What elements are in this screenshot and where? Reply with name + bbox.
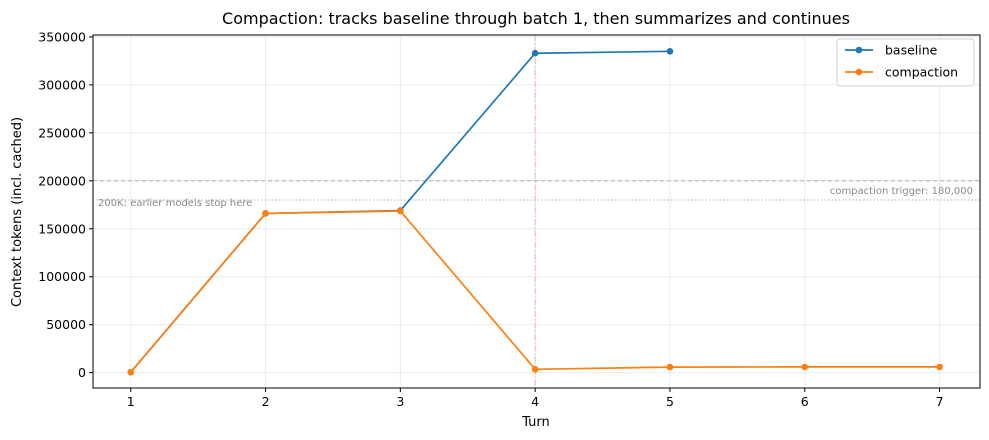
data-point <box>531 365 539 373</box>
legend: baseline compaction <box>836 38 975 87</box>
x-axis-ticks: 1 2 3 4 5 6 7 <box>127 388 944 409</box>
y-tick-label: 100000 <box>38 269 86 284</box>
data-point <box>666 363 674 371</box>
x-tick-label: 2 <box>262 394 270 409</box>
series-layer <box>127 48 943 376</box>
y-tick-label: 150000 <box>38 221 86 236</box>
data-point <box>127 368 135 376</box>
legend-label: compaction <box>885 65 958 80</box>
y-tick-label: 200000 <box>38 173 86 188</box>
y-tick-label: 250000 <box>38 125 86 140</box>
y-tick-label: 50000 <box>46 317 86 332</box>
legend-swatch-marker <box>855 46 863 54</box>
x-tick-label: 6 <box>801 394 809 409</box>
reference-line-label: 200K: earlier models stop here <box>98 198 252 209</box>
y-axis-label: Context tokens (incl. cached) <box>10 117 25 307</box>
data-point <box>397 207 404 215</box>
x-tick-label: 7 <box>936 394 944 409</box>
x-axis-label: Turn <box>521 415 550 430</box>
data-point <box>936 363 943 371</box>
y-tick-label: 0 <box>78 365 86 380</box>
series-compaction <box>127 207 943 376</box>
y-tick-label: 300000 <box>38 77 86 92</box>
reference-lines: 200K: earlier models stop here compaction… <box>93 35 980 388</box>
grid-lines <box>93 35 980 388</box>
legend-swatch-marker <box>855 68 863 76</box>
x-tick-label: 4 <box>531 394 539 409</box>
data-point <box>262 210 269 217</box>
legend-label: baseline <box>885 43 938 58</box>
data-point <box>801 363 809 371</box>
y-tick-label: 350000 <box>38 29 86 44</box>
chart-title: Compaction: tracks baseline through batc… <box>222 9 850 28</box>
plot-frame <box>92 34 981 389</box>
x-tick-label: 5 <box>666 394 674 409</box>
data-point <box>531 49 539 57</box>
reference-line-label: compaction trigger: 180,000 <box>830 186 973 197</box>
x-tick-label: 1 <box>127 394 135 409</box>
data-point <box>666 48 674 55</box>
y-axis-ticks: 0 50000 100000 150000 200000 250000 300000 3500… <box>38 29 93 380</box>
x-tick-label: 3 <box>396 394 404 409</box>
